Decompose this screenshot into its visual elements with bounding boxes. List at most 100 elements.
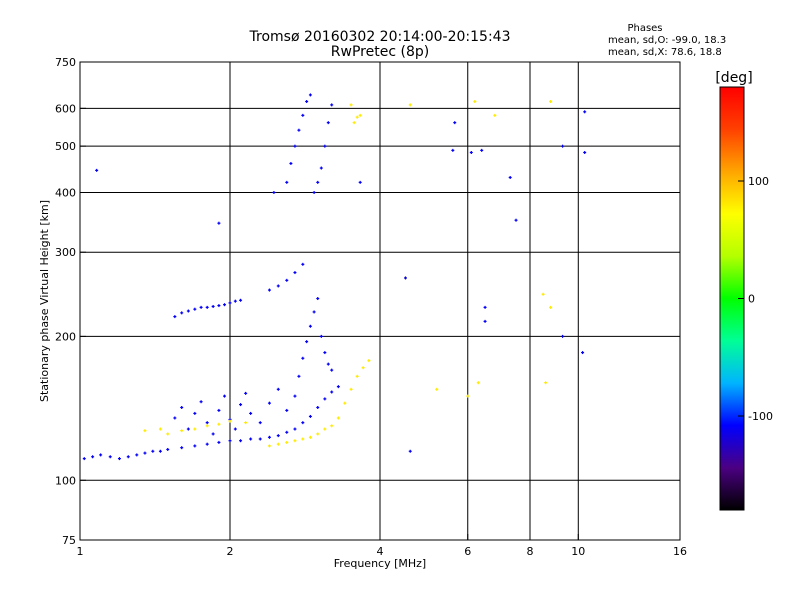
data-point: [293, 427, 297, 431]
data-point: [205, 305, 209, 309]
data-point: [358, 180, 362, 184]
data-point: [293, 144, 297, 148]
data-point: [361, 366, 365, 370]
data-point: [305, 100, 309, 104]
data-point: [316, 180, 320, 184]
data-point: [561, 334, 565, 338]
data-point: [408, 103, 412, 107]
data-point: [308, 324, 312, 328]
data-point: [293, 439, 297, 443]
data-point: [211, 432, 215, 436]
data-point: [358, 113, 362, 117]
data-point: [228, 439, 232, 443]
y-axis-ticks: 75 100 200 300 400 500 600 750: [55, 56, 86, 547]
data-point: [469, 150, 473, 154]
data-point: [276, 284, 280, 288]
data-point: [301, 356, 305, 360]
data-point: [239, 298, 243, 302]
data-point: [323, 351, 327, 355]
data-point: [276, 434, 280, 438]
data-point: [126, 455, 130, 459]
data-point: [330, 103, 334, 107]
data-point: [289, 161, 293, 165]
x-tick-label: 16: [673, 545, 687, 558]
data-point: [205, 424, 209, 428]
data-point: [541, 292, 545, 296]
x-axis-ticks: 1 2 4 6 8 10 16: [77, 534, 687, 558]
y-tick-label: 100: [55, 474, 76, 487]
data-point: [508, 175, 512, 179]
data-point: [267, 435, 271, 439]
data-point: [285, 180, 289, 184]
data-point: [473, 100, 477, 104]
data-point: [276, 387, 280, 391]
data-point: [301, 262, 305, 266]
data-point: [267, 444, 271, 448]
data-point: [480, 148, 484, 152]
x-tick-label: 1: [77, 545, 84, 558]
data-point: [367, 359, 371, 363]
data-points: [82, 93, 587, 461]
y-tick-label: 300: [55, 246, 76, 259]
data-point: [143, 429, 147, 433]
data-point: [211, 304, 215, 308]
data-point: [91, 455, 95, 459]
data-point: [336, 385, 340, 389]
data-point: [180, 429, 184, 433]
data-point: [193, 411, 197, 415]
data-point: [403, 276, 407, 280]
data-point: [544, 381, 548, 385]
data-point: [319, 166, 323, 170]
y-tick-label: 75: [62, 534, 76, 547]
data-point: [186, 427, 190, 431]
data-point: [158, 449, 162, 453]
stats-line-o: mean, sd,O: -99.0, 18.3: [608, 35, 726, 46]
data-point: [435, 387, 439, 391]
data-point: [217, 422, 221, 426]
colorbar-tick-label: 100: [748, 175, 769, 188]
data-point: [316, 432, 320, 436]
data-point: [166, 447, 170, 451]
data-point: [323, 427, 327, 431]
x-tick-label: 2: [227, 545, 234, 558]
data-point: [267, 288, 271, 292]
data-point: [249, 437, 253, 441]
colorbar-label: [deg]: [715, 70, 752, 86]
data-point: [228, 301, 232, 305]
data-point: [244, 391, 248, 395]
data-point: [258, 437, 262, 441]
data-point: [186, 309, 190, 313]
data-point: [180, 405, 184, 409]
stats-heading: Phases: [627, 23, 662, 34]
data-point: [297, 374, 301, 378]
data-point: [166, 432, 170, 436]
data-point: [173, 416, 177, 420]
data-point: [205, 442, 209, 446]
data-point: [199, 400, 203, 404]
data-point: [549, 100, 553, 104]
x-tick-label: 4: [377, 545, 384, 558]
data-point: [308, 414, 312, 418]
data-point: [336, 416, 340, 420]
data-point: [583, 110, 587, 114]
data-point: [258, 421, 262, 425]
y-tick-label: 200: [55, 330, 76, 343]
data-point: [82, 457, 86, 461]
data-point: [244, 421, 248, 425]
data-point: [308, 435, 312, 439]
data-point: [158, 427, 162, 431]
data-point: [323, 144, 327, 148]
data-point: [173, 315, 177, 319]
data-point: [343, 401, 347, 405]
data-point: [272, 190, 276, 194]
data-point: [108, 455, 112, 459]
data-point: [451, 148, 455, 152]
data-point: [349, 387, 353, 391]
data-point: [193, 427, 197, 431]
data-point: [193, 307, 197, 311]
data-point: [217, 221, 221, 225]
data-point: [476, 381, 480, 385]
data-point: [151, 449, 155, 453]
data-point: [223, 303, 227, 307]
